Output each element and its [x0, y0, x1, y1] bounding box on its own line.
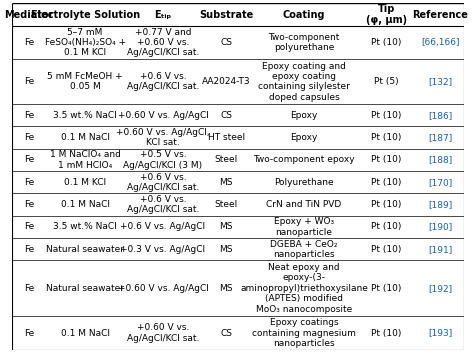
Text: Natural seawater: Natural seawater — [46, 284, 124, 293]
Text: +0.60 V vs.
Ag/AgCl/KCl sat.: +0.60 V vs. Ag/AgCl/KCl sat. — [127, 323, 199, 343]
Text: [191]: [191] — [428, 245, 452, 254]
Text: Eₜᵢₚ: Eₜᵢₚ — [155, 10, 172, 20]
Text: MS: MS — [219, 284, 233, 293]
Text: [66,166]: [66,166] — [421, 38, 459, 47]
Text: Fe: Fe — [24, 200, 35, 209]
Bar — [12, 4, 465, 26]
Text: Mediator: Mediator — [5, 10, 54, 20]
Text: Pt (10): Pt (10) — [372, 155, 402, 164]
Text: 1 M NaClO₄ and
1 mM HClO₄: 1 M NaClO₄ and 1 mM HClO₄ — [50, 150, 120, 169]
Text: [190]: [190] — [428, 222, 452, 232]
Text: 5–7 mM
FeSO₄(NH₄)₂SO₄ +
0.1 M KCl: 5–7 mM FeSO₄(NH₄)₂SO₄ + 0.1 M KCl — [45, 28, 126, 58]
Text: Pt (10): Pt (10) — [372, 284, 402, 293]
Text: Fe: Fe — [24, 222, 35, 232]
Text: +0.60 V vs. Ag/AgCl: +0.60 V vs. Ag/AgCl — [118, 284, 209, 293]
Text: Fe: Fe — [24, 38, 35, 47]
Text: Fe: Fe — [24, 111, 35, 120]
Text: Epoxy: Epoxy — [290, 133, 318, 142]
Text: Epoxy: Epoxy — [290, 111, 318, 120]
Text: HT steel: HT steel — [208, 133, 245, 142]
Text: Fe: Fe — [24, 245, 35, 254]
Text: Coating: Coating — [283, 10, 325, 20]
Bar — [12, 59, 465, 104]
Text: Steel: Steel — [215, 155, 238, 164]
Text: Pt (10): Pt (10) — [372, 111, 402, 120]
Text: 0.1 M KCl: 0.1 M KCl — [64, 178, 106, 187]
Text: Epoxy + WO₃
nanoparticle: Epoxy + WO₃ nanoparticle — [274, 217, 334, 237]
Text: Tip
(φ, μm): Tip (φ, μm) — [366, 4, 407, 25]
Bar — [12, 316, 465, 350]
Text: Two-component epoxy: Two-component epoxy — [253, 155, 355, 164]
Text: AA2024-T3: AA2024-T3 — [202, 77, 250, 86]
Text: [193]: [193] — [428, 329, 452, 337]
Bar — [12, 193, 465, 216]
Text: Polyurethane: Polyurethane — [274, 178, 334, 187]
Text: [132]: [132] — [428, 77, 452, 86]
Text: +0.77 V and
+0.60 V vs.
Ag/AgCl/KCl sat.: +0.77 V and +0.60 V vs. Ag/AgCl/KCl sat. — [127, 28, 199, 58]
Text: Epoxy coating and
epoxy coating
containing silylester
doped capsules: Epoxy coating and epoxy coating containi… — [258, 61, 350, 102]
Text: Fe: Fe — [24, 284, 35, 293]
Text: Pt (10): Pt (10) — [372, 38, 402, 47]
Text: Pt (10): Pt (10) — [372, 329, 402, 337]
Text: +0.6 V vs.
Ag/AgCl/KCl sat.: +0.6 V vs. Ag/AgCl/KCl sat. — [127, 173, 199, 192]
Text: +0.6 V vs.
Ag/AgCl/KCl sat.: +0.6 V vs. Ag/AgCl/KCl sat. — [127, 195, 199, 214]
Text: [187]: [187] — [428, 133, 452, 142]
Text: CS: CS — [220, 111, 232, 120]
Bar — [12, 149, 465, 171]
Text: Pt (10): Pt (10) — [372, 222, 402, 232]
Text: 0.1 M NaCl: 0.1 M NaCl — [61, 200, 109, 209]
Text: Reference: Reference — [412, 10, 468, 20]
Text: Steel: Steel — [215, 200, 238, 209]
Text: MS: MS — [219, 245, 233, 254]
Bar — [12, 104, 465, 126]
Text: 0.1 M NaCl: 0.1 M NaCl — [61, 329, 109, 337]
Text: +0.5 V vs.
Ag/AgCl/KCl (3 M): +0.5 V vs. Ag/AgCl/KCl (3 M) — [123, 150, 202, 169]
Text: Electrolyte Solution: Electrolyte Solution — [31, 10, 140, 20]
Bar — [12, 126, 465, 149]
Text: Fe: Fe — [24, 77, 35, 86]
Text: MS: MS — [219, 178, 233, 187]
Text: 5 mM FcMeOH +
0.05 M: 5 mM FcMeOH + 0.05 M — [47, 72, 123, 91]
Bar — [12, 238, 465, 261]
Bar — [12, 261, 465, 316]
Text: [170]: [170] — [428, 178, 452, 187]
Text: +0.3 V vs. Ag/AgCl: +0.3 V vs. Ag/AgCl — [120, 245, 206, 254]
Bar — [12, 171, 465, 193]
Text: Natural seawater: Natural seawater — [46, 245, 124, 254]
Text: Substrate: Substrate — [199, 10, 253, 20]
Text: +0.6 V vs.
Ag/AgCl/KCl sat.: +0.6 V vs. Ag/AgCl/KCl sat. — [127, 72, 199, 91]
Text: +0.60 V vs. Ag/AgCl: +0.60 V vs. Ag/AgCl — [118, 111, 209, 120]
Text: [186]: [186] — [428, 111, 452, 120]
Bar — [12, 216, 465, 238]
Text: MS: MS — [219, 222, 233, 232]
Bar — [12, 26, 465, 59]
Text: Pt (5): Pt (5) — [374, 77, 399, 86]
Text: Fe: Fe — [24, 133, 35, 142]
Text: +0.6 V vs. Ag/AgCl: +0.6 V vs. Ag/AgCl — [120, 222, 206, 232]
Text: CrN and TiN PVD: CrN and TiN PVD — [266, 200, 342, 209]
Text: +0.60 V vs. Ag/AgCl,
KCl sat.: +0.60 V vs. Ag/AgCl, KCl sat. — [116, 128, 210, 147]
Text: DGEBA + CeO₂
nanoparticles: DGEBA + CeO₂ nanoparticles — [270, 240, 338, 259]
Text: [192]: [192] — [428, 284, 452, 293]
Text: Fe: Fe — [24, 178, 35, 187]
Text: 3.5 wt.% NaCl: 3.5 wt.% NaCl — [53, 111, 117, 120]
Text: Epoxy coatings
containing magnesium
nanoparticles: Epoxy coatings containing magnesium nano… — [252, 318, 356, 348]
Text: Fe: Fe — [24, 155, 35, 164]
Text: 3.5 wt.% NaCl: 3.5 wt.% NaCl — [53, 222, 117, 232]
Text: Pt (10): Pt (10) — [372, 133, 402, 142]
Text: Pt (10): Pt (10) — [372, 178, 402, 187]
Text: [188]: [188] — [428, 155, 452, 164]
Text: [189]: [189] — [428, 200, 452, 209]
Text: 0.1 M NaCl: 0.1 M NaCl — [61, 133, 109, 142]
Text: Pt (10): Pt (10) — [372, 200, 402, 209]
Text: CS: CS — [220, 329, 232, 337]
Text: Neat epoxy and
epoxy-(3-
aminopropyl)triethoxysilane
(APTES) modified
MoO₃ nanoc: Neat epoxy and epoxy-(3- aminopropyl)tri… — [240, 263, 368, 314]
Text: Pt (10): Pt (10) — [372, 245, 402, 254]
Text: Two-component
polyurethane: Two-component polyurethane — [268, 33, 340, 52]
Text: CS: CS — [220, 38, 232, 47]
Text: Fe: Fe — [24, 329, 35, 337]
